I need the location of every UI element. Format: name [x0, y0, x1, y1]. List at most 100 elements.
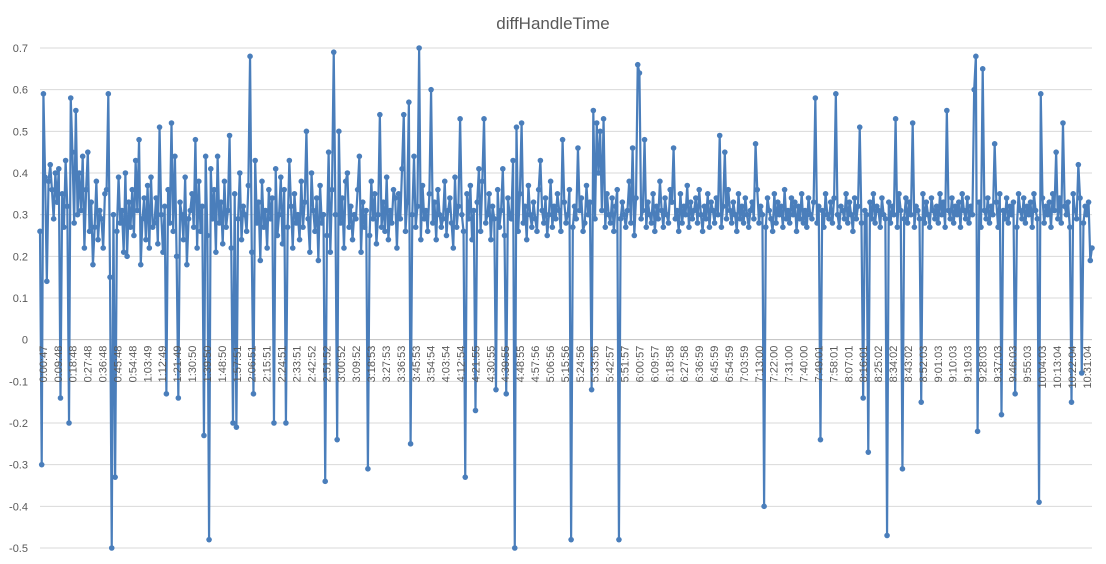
- x-tick-label: 3:18:53: [366, 346, 378, 383]
- x-tick-label: 1:48:50: [217, 346, 229, 383]
- data-point: [237, 170, 243, 176]
- data-point: [882, 216, 889, 222]
- data-point: [978, 224, 984, 230]
- data-point: [952, 203, 959, 210]
- data-point: [363, 207, 369, 214]
- x-tick-label: 8:34:02: [888, 346, 900, 383]
- data-point: [459, 211, 465, 218]
- data-point: [833, 91, 839, 97]
- data-point: [37, 228, 43, 235]
- data-point: [563, 220, 569, 226]
- data-point: [915, 207, 921, 214]
- data-point: [98, 216, 105, 222]
- x-tick-label: 9:37:03: [992, 346, 1004, 383]
- data-point: [1058, 220, 1065, 226]
- data-point: [1031, 191, 1037, 197]
- data-point: [742, 195, 749, 201]
- data-point: [904, 220, 911, 226]
- data-point: [131, 232, 137, 239]
- x-tick-label: 3:00:52: [336, 346, 348, 383]
- data-point: [44, 278, 50, 285]
- data-point: [722, 149, 728, 155]
- data-point: [197, 228, 204, 235]
- x-tick-label: 5:33:56: [590, 346, 602, 383]
- data-point: [920, 191, 926, 197]
- data-point: [715, 211, 721, 218]
- data-point: [447, 195, 453, 201]
- x-tick-label: 1:57:51: [232, 346, 244, 383]
- data-point: [155, 241, 161, 247]
- data-point: [1049, 191, 1056, 197]
- data-point: [42, 174, 48, 180]
- data-point: [810, 199, 817, 205]
- data-point: [308, 170, 315, 176]
- data-point: [843, 191, 849, 197]
- data-point: [185, 216, 192, 222]
- data-point: [983, 216, 989, 222]
- data-point: [578, 195, 585, 201]
- data-point: [763, 224, 769, 230]
- data-point: [640, 207, 646, 214]
- data-point: [1055, 216, 1061, 222]
- data-point: [79, 153, 86, 160]
- data-point: [344, 170, 351, 176]
- data-point: [435, 186, 441, 193]
- data-point: [802, 207, 808, 214]
- data-point: [674, 207, 680, 214]
- data-point: [520, 220, 527, 226]
- data-point: [576, 207, 583, 214]
- data-point: [573, 216, 580, 222]
- data-point: [793, 228, 800, 235]
- data-point: [552, 216, 559, 222]
- data-point: [619, 199, 626, 205]
- data-point: [1072, 207, 1078, 214]
- data-point: [933, 203, 940, 210]
- data-point: [66, 420, 72, 426]
- data-point: [163, 391, 170, 397]
- data-point: [132, 157, 139, 164]
- data-point: [67, 95, 74, 101]
- data-point: [192, 136, 199, 143]
- data-point: [747, 207, 754, 214]
- data-point: [602, 224, 609, 230]
- data-point: [616, 536, 622, 543]
- y-axis-ticks: 0.7 0.6 0.5 0.4 0.3 0.2 0.1 0 -0.1 -0.2 -0.3 -0.4 -0…: [9, 43, 28, 555]
- data-point: [768, 216, 774, 222]
- data-point: [1029, 224, 1036, 230]
- data-point: [790, 211, 796, 218]
- data-point: [91, 224, 98, 230]
- data-point: [916, 216, 923, 222]
- data-point: [935, 220, 942, 226]
- data-point: [1014, 224, 1020, 230]
- data-point: [694, 220, 701, 226]
- data-point: [699, 228, 706, 235]
- x-tick-label: 5:51:57: [620, 346, 632, 383]
- x-tick-label: 0:00:47: [38, 346, 50, 383]
- x-tick-label: 3:27:53: [381, 346, 393, 383]
- data-point: [457, 116, 463, 122]
- data-point: [218, 199, 224, 205]
- data-point: [279, 241, 286, 247]
- data-point: [110, 211, 117, 218]
- data-point: [187, 207, 194, 214]
- data-point: [231, 191, 238, 197]
- data-point: [257, 257, 264, 264]
- data-point: [897, 207, 904, 214]
- data-point: [918, 399, 925, 405]
- y-tick-label: -0.5: [9, 543, 28, 555]
- data-point: [194, 245, 200, 251]
- data-point: [76, 170, 83, 176]
- x-tick-label: 9:19:03: [963, 346, 975, 383]
- data-point: [365, 466, 371, 472]
- data-point: [213, 249, 219, 255]
- data-point: [177, 199, 183, 205]
- x-tick-label: 3:09:52: [351, 346, 363, 383]
- x-tick-label: 6:36:59: [694, 346, 706, 383]
- data-point: [1082, 203, 1088, 210]
- data-point: [675, 228, 682, 235]
- data-point: [969, 211, 976, 218]
- data-point: [1022, 220, 1029, 226]
- data-point: [653, 203, 660, 210]
- data-point: [211, 186, 217, 193]
- x-tick-label: 0:45:48: [112, 346, 124, 383]
